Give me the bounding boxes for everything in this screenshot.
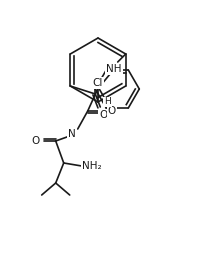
Text: H: H	[104, 97, 111, 106]
Text: NH: NH	[106, 64, 121, 74]
Text: NH₂: NH₂	[82, 161, 101, 171]
Text: O: O	[32, 136, 40, 146]
Text: N: N	[68, 129, 76, 139]
Text: Cl: Cl	[93, 78, 103, 88]
Text: O: O	[99, 110, 107, 120]
Text: O: O	[108, 106, 116, 116]
